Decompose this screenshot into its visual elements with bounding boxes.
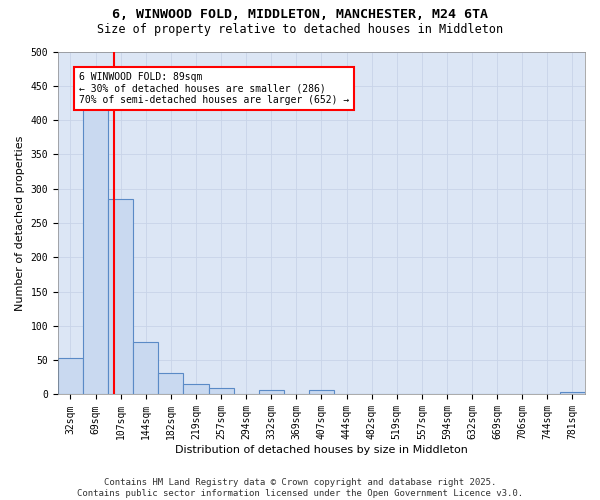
- Bar: [58, 358, 83, 395]
- Bar: [108, 199, 133, 394]
- Bar: [209, 388, 233, 394]
- X-axis label: Distribution of detached houses by size in Middleton: Distribution of detached houses by size …: [175, 445, 468, 455]
- Bar: [184, 384, 209, 394]
- Y-axis label: Number of detached properties: Number of detached properties: [15, 136, 25, 310]
- Bar: [309, 390, 334, 394]
- Bar: [259, 390, 284, 394]
- Bar: [158, 373, 184, 394]
- Bar: [83, 78, 108, 394]
- Text: 6 WINWOOD FOLD: 89sqm
← 30% of detached houses are smaller (286)
70% of semi-det: 6 WINWOOD FOLD: 89sqm ← 30% of detached …: [79, 72, 349, 106]
- Bar: [133, 342, 158, 394]
- Bar: [560, 392, 585, 394]
- Text: Contains HM Land Registry data © Crown copyright and database right 2025.
Contai: Contains HM Land Registry data © Crown c…: [77, 478, 523, 498]
- Text: 6, WINWOOD FOLD, MIDDLETON, MANCHESTER, M24 6TA: 6, WINWOOD FOLD, MIDDLETON, MANCHESTER, …: [112, 8, 488, 20]
- Text: Size of property relative to detached houses in Middleton: Size of property relative to detached ho…: [97, 22, 503, 36]
